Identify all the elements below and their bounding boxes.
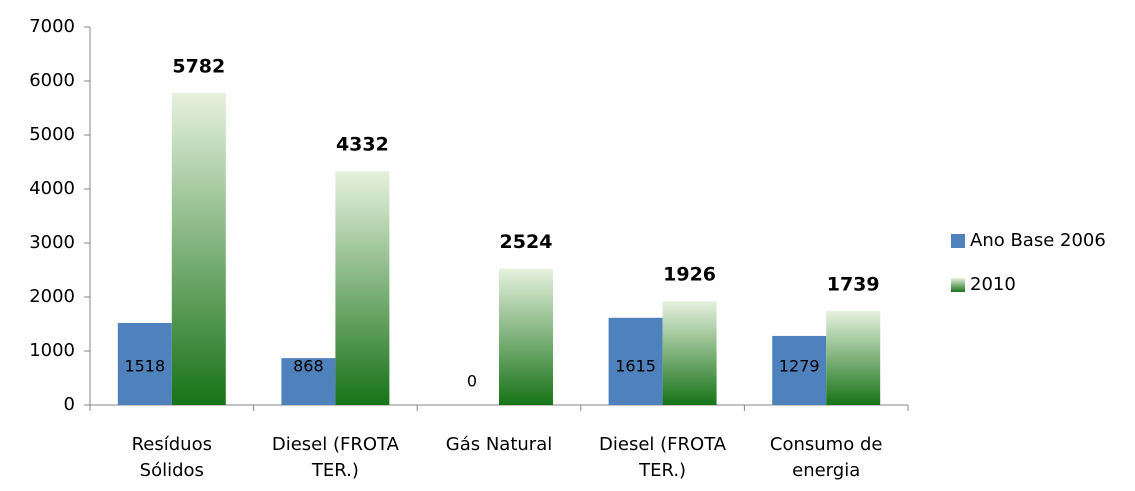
bar <box>662 300 717 405</box>
y-tick-label: 2000 <box>29 286 75 307</box>
value-label: 1926 <box>663 263 716 285</box>
legend-label: Ano Base 2006 <box>970 230 1106 251</box>
bar <box>499 268 553 405</box>
bar <box>281 358 336 405</box>
y-tick-label: 5000 <box>29 124 75 145</box>
value-label: 0 <box>467 372 477 391</box>
bar <box>608 317 663 405</box>
x-tick-label: Gás Natural <box>445 434 553 455</box>
x-tick-label: Consumo de energia <box>769 434 883 481</box>
value-label: 1518 <box>124 357 165 376</box>
value-label: 2524 <box>500 231 553 253</box>
x-tick-label: Resíduos Sólidos <box>131 434 212 481</box>
y-tick-label: 7000 <box>29 16 75 37</box>
x-tick-label: Diesel (FROTA TER.) <box>599 434 727 481</box>
x-tick-label: Diesel (FROTA TER.) <box>271 434 399 481</box>
value-label: 5782 <box>172 55 225 77</box>
bar <box>117 323 172 405</box>
bar <box>772 335 827 405</box>
value-label: 1615 <box>615 357 656 376</box>
y-tick-label: 0 <box>64 394 75 415</box>
value-label: 1279 <box>779 357 820 376</box>
value-label: 4332 <box>336 134 389 156</box>
bar <box>335 171 390 405</box>
legend-swatch <box>951 234 965 248</box>
value-label: 1739 <box>827 274 880 296</box>
legend-label: 2010 <box>970 274 1016 295</box>
bar <box>171 92 226 405</box>
legend-swatch <box>951 278 965 292</box>
y-tick-label: 4000 <box>29 178 75 199</box>
y-tick-label: 1000 <box>29 340 75 361</box>
y-tick-label: 3000 <box>29 232 75 253</box>
y-tick-label: 6000 <box>29 70 75 91</box>
value-label: 868 <box>293 357 324 376</box>
bar <box>826 311 881 405</box>
